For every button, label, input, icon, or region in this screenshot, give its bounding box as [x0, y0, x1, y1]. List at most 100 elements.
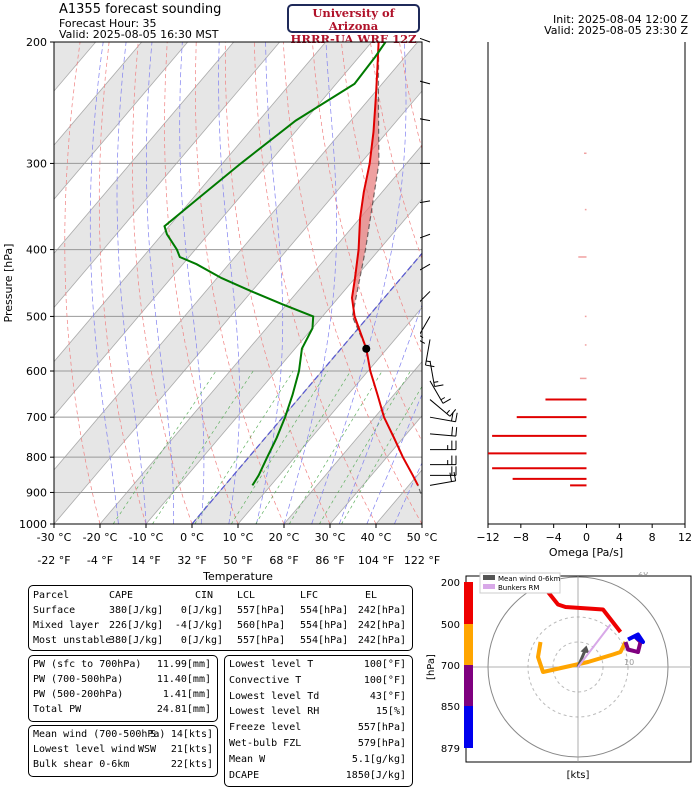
isotherm-line	[54, 42, 373, 417]
wind-barb	[420, 316, 431, 344]
dry-adiabat	[98, 42, 147, 524]
isotherm-line	[54, 42, 235, 255]
pw-label: Total PW	[33, 704, 82, 715]
wind-barb-staff	[429, 380, 444, 404]
wind-barb-flag	[455, 412, 458, 422]
parcel-cell: Parcel	[33, 590, 70, 601]
thermo-value: 557[hPa]	[357, 722, 406, 734]
wind-barb	[429, 426, 458, 437]
mixing-ratio-line	[231, 370, 328, 524]
pw-value: 11.40[mm]	[156, 674, 211, 685]
thermo-label: Mean W	[229, 753, 266, 765]
parcel-cell: -4[J/kg]	[174, 620, 223, 631]
isotherm-line	[99, 144, 422, 524]
thermo-label: Freeze level	[229, 722, 302, 734]
fahrenheit-tick-label: 14 °F	[131, 554, 160, 567]
temperature-line	[350, 42, 419, 486]
dry-adiabat	[370, 42, 422, 260]
thermo-value: 579[hPa]	[357, 738, 406, 749]
wind-barb	[429, 360, 444, 387]
moist-adiabat	[116, 42, 147, 524]
hodograph-x-label: [kts]	[567, 770, 590, 781]
thermo-label: Lowest level Td	[229, 690, 320, 702]
wind-direction: WSW	[137, 744, 156, 755]
pw-value: 11.99[mm]	[156, 659, 211, 670]
wind-barb-staff	[429, 399, 451, 417]
parcel-cell: 557[hPa]	[237, 635, 286, 646]
wind-barb-flag	[434, 384, 444, 387]
hodograph-trace	[546, 590, 623, 634]
isotherm-line	[54, 42, 281, 309]
moist-adiabat	[283, 42, 338, 524]
precipitable-water-table: PW (sfc to 700hPa) 11.99[mm] PW (700-500hP…	[28, 655, 218, 722]
isotherm-line	[54, 90, 422, 524]
wind-barb-flag	[449, 472, 453, 482]
thermo-label: DCAPE	[229, 769, 260, 781]
hodograph-frame	[465, 575, 692, 763]
omega-tick-label: 0	[583, 531, 590, 544]
pressure-tick-label: 900	[26, 486, 47, 499]
dry-adiabat	[195, 42, 285, 524]
sounding-title: A1355 forecast sounding	[59, 2, 222, 17]
dry-adiabat	[64, 42, 101, 524]
wind-speed: 14[kts]	[170, 729, 213, 740]
parcel-cell: 226[J/kg]	[109, 620, 164, 631]
dry-adiabat	[224, 42, 331, 524]
wind-barb-staff	[429, 360, 436, 387]
hodograph-ring-label: 20	[638, 572, 648, 577]
pressure-axis-label: Pressure [hPa]	[2, 244, 15, 323]
parcel-cell: Most unstable	[33, 635, 112, 646]
omega-chart: −12 −8 −4 0 4 8 12 Omega [Pa/s]	[476, 42, 692, 559]
dry-adiabat	[282, 42, 422, 524]
wind-barb	[429, 399, 457, 417]
fahrenheit-tick-label: 50 °F	[223, 554, 252, 567]
pw-label: PW (sfc to 700hPa)	[33, 659, 142, 670]
thermo-label: Lowest level T	[229, 659, 314, 670]
moist-adiabat	[311, 42, 407, 524]
thermo-label: Lowest level RH	[229, 706, 320, 718]
celsius-tick-label: -30 °C	[37, 531, 72, 544]
wind-barb	[420, 80, 431, 85]
colorbar-segment	[464, 582, 473, 624]
colorbar-label: 200	[441, 578, 460, 589]
hodograph-trace	[627, 632, 645, 644]
mixing-ratio-line	[288, 370, 383, 524]
fahrenheit-tick-label: 104 °F	[358, 554, 394, 567]
colorbar-label: 500	[441, 620, 460, 631]
mixing-ratio-line	[152, 370, 254, 524]
wind-barb-staff	[420, 200, 431, 204]
thermo-value: 100[°F]	[363, 674, 406, 686]
pw-value: 24.81[mm]	[156, 704, 211, 715]
thermo-label: Convective T	[229, 674, 302, 686]
wind-barb-staff	[420, 118, 431, 122]
thermo-value: 15[%]	[375, 706, 406, 718]
colorbar-segment	[464, 706, 473, 748]
wind-barb	[420, 162, 430, 164]
wind-barb-flag	[453, 471, 457, 481]
wind-barb-staff	[424, 339, 431, 366]
wind-barbs	[420, 37, 458, 486]
wind-barb	[420, 118, 431, 122]
omega-tick-label: −8	[513, 531, 529, 544]
wind-barb	[420, 37, 431, 43]
wind-barb-staff	[420, 316, 431, 335]
pressure-tick-label: 800	[26, 451, 47, 464]
isotherm-line	[54, 42, 327, 363]
parcel-cell: LFC	[300, 590, 319, 601]
valid-utc-time: Valid: 2025-08-05 23:30 Z	[544, 24, 688, 37]
colorbar-label: 700	[441, 661, 460, 672]
colorbar-segment	[464, 624, 473, 665]
wind-barb-half-flag	[420, 335, 424, 339]
freezing-isotherm	[191, 252, 422, 524]
wind-barb-staff	[429, 416, 456, 423]
wind-barb	[420, 291, 431, 303]
parcel-table: Parcel CAPE CIN LCL LFC EL Surface 380[J/kg] 0[J…	[28, 585, 413, 651]
parcel-cell: LCL	[237, 590, 256, 601]
lcl-marker	[362, 344, 371, 353]
parcel-cell: EL	[365, 590, 378, 601]
wind-barb-half-flag	[433, 381, 439, 383]
wind-barb	[430, 455, 457, 466]
pw-label: PW (700-500hPa)	[33, 674, 124, 685]
wind-barb-flag	[451, 412, 454, 422]
celsius-tick-label: 10 °C	[223, 531, 254, 544]
